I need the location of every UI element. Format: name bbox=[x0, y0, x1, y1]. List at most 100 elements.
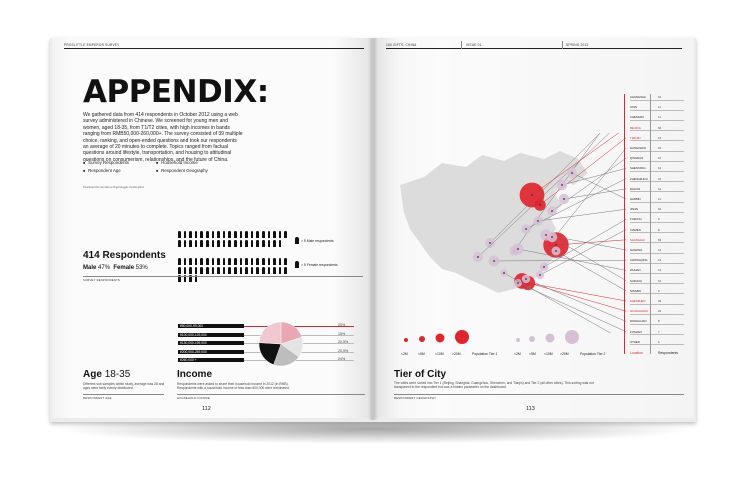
city-dot bbox=[539, 274, 541, 276]
city-count: 11 bbox=[658, 197, 661, 201]
city-leader-line bbox=[493, 259, 627, 262]
female-figure-icon bbox=[183, 275, 187, 282]
income-band-label: ¥260,000 + bbox=[178, 358, 244, 362]
city-count: 11 bbox=[658, 105, 661, 110]
city-count: 9 bbox=[658, 288, 660, 293]
income-pct: 15% bbox=[338, 331, 346, 336]
top-rule bbox=[64, 48, 364, 49]
male-figure-icon bbox=[222, 231, 226, 238]
intro-paragraph: We gathered data from 414 respondents in… bbox=[83, 112, 243, 163]
city-row: JINAN 10 bbox=[630, 206, 684, 213]
city-dot bbox=[561, 184, 563, 186]
respondents-title: 414 Respondents bbox=[83, 250, 166, 261]
city-count: 6 bbox=[658, 339, 660, 344]
city-count: 16 bbox=[658, 146, 662, 150]
city-dot bbox=[545, 234, 547, 236]
female-figure-icon bbox=[206, 266, 209, 274]
city-count: 14 bbox=[658, 248, 662, 252]
female-figure-icon bbox=[178, 275, 181, 282]
head-divider bbox=[562, 41, 563, 49]
head-divider bbox=[461, 41, 462, 49]
legend-10m-t2: <10M bbox=[544, 352, 553, 356]
city-dot bbox=[489, 242, 491, 244]
female-figure-icon bbox=[194, 275, 198, 282]
male-figure-icon bbox=[228, 239, 231, 247]
income-leader-line bbox=[244, 326, 354, 327]
male-figure-icon bbox=[273, 239, 276, 247]
city-row: CHENGDU 11 bbox=[630, 114, 684, 121]
gender-split: Male 47% Female 53% bbox=[83, 265, 148, 271]
legend-2m: <2M bbox=[401, 352, 408, 356]
female-pct: 53% bbox=[135, 265, 148, 271]
city-dot bbox=[539, 204, 541, 206]
female-figure-icon bbox=[267, 258, 271, 265]
male-pct: 47% bbox=[98, 265, 111, 271]
section-label-income: HOUSEHOLD INCOME bbox=[177, 396, 210, 400]
respondents-rule bbox=[83, 276, 363, 277]
legend-male: = 5 Male respondents bbox=[301, 239, 334, 243]
age-range: 18-35 bbox=[104, 369, 131, 380]
city-count: 60 bbox=[658, 125, 662, 130]
city-leader-line bbox=[531, 133, 619, 196]
city-name: FUZHOU bbox=[630, 217, 642, 222]
legend-dot-t2-5m bbox=[529, 336, 535, 342]
female-figure-icon bbox=[222, 266, 226, 274]
female-figure-icon bbox=[194, 266, 198, 274]
city-row: DONGGUAN 8 bbox=[630, 318, 684, 325]
population-legend bbox=[404, 330, 579, 344]
city-leader-line bbox=[525, 278, 627, 322]
female-figure-icon bbox=[178, 266, 181, 274]
male-figure-icon bbox=[256, 239, 259, 247]
income-pie-chart bbox=[258, 321, 304, 367]
female-figure-icon bbox=[245, 266, 248, 274]
city-row: SHANGHAI 63 bbox=[630, 237, 684, 244]
female-figure-icon bbox=[228, 266, 231, 274]
female-figure-icon bbox=[262, 258, 265, 265]
city-row: CHANGSHA 10 bbox=[630, 94, 684, 101]
male-figure-icon bbox=[194, 239, 198, 247]
city-leader-line bbox=[477, 133, 610, 258]
female-figure-icon bbox=[194, 258, 198, 265]
city-count: 12 bbox=[658, 186, 662, 191]
bullet-respondent-age: Respondent Age bbox=[83, 168, 120, 173]
male-figure-icon bbox=[262, 231, 265, 238]
female-figure-icon bbox=[211, 266, 215, 274]
city-leader-line bbox=[537, 208, 627, 222]
income-rule bbox=[177, 394, 365, 395]
open-magazine: PROSLITTLE EMPEROR SURVEY APPENDIX: We g… bbox=[50, 38, 696, 422]
city-row: SHENYANG 12 bbox=[630, 165, 684, 172]
city-dot bbox=[555, 244, 557, 246]
male-figure-icon bbox=[222, 239, 226, 247]
male-figure-icon bbox=[267, 231, 271, 238]
city-count: 24 bbox=[658, 309, 662, 314]
male-figure-icon bbox=[200, 231, 203, 238]
male-figure-icon bbox=[262, 239, 265, 247]
city-count: 10 bbox=[658, 156, 662, 161]
income-leader-line bbox=[244, 360, 354, 361]
china-map bbox=[400, 133, 627, 333]
female-figure-icon bbox=[256, 266, 259, 274]
female-figure-icon bbox=[234, 258, 237, 265]
female-figure-icon bbox=[234, 266, 237, 274]
city-count: 10 bbox=[658, 176, 662, 181]
tier-title: Tier of City bbox=[394, 369, 447, 380]
male-figure-icon bbox=[189, 239, 192, 247]
city-leader-line bbox=[563, 188, 627, 200]
male-figure-icon bbox=[250, 239, 254, 247]
city-leader-line bbox=[549, 147, 627, 244]
city-dot bbox=[551, 210, 553, 212]
income-pie-slice bbox=[258, 321, 282, 345]
city-dot bbox=[525, 228, 527, 230]
top-rule-right bbox=[386, 48, 682, 49]
city-leader-line bbox=[561, 168, 627, 186]
female-figure-icon bbox=[267, 266, 271, 274]
male-figure-icon bbox=[194, 231, 198, 238]
city-name: JINAN bbox=[630, 207, 639, 212]
income-pct: 20% bbox=[338, 323, 346, 327]
city-dot bbox=[503, 272, 505, 274]
female-figure-icon bbox=[273, 258, 276, 265]
tier-rule bbox=[394, 394, 684, 395]
bullet-household-income: Household Income bbox=[156, 160, 198, 165]
legend-2m-t2: <2M bbox=[514, 352, 521, 356]
city-dot bbox=[525, 278, 527, 280]
